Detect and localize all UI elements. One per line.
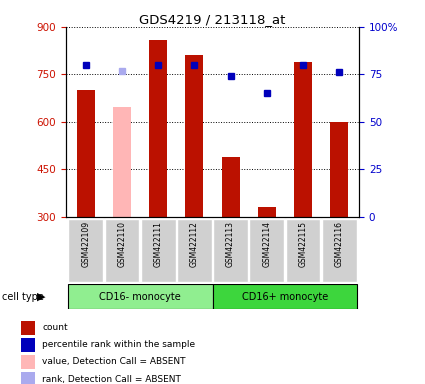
Bar (185, 55, 204, 217)
Text: percentile rank within the sample: percentile rank within the sample (42, 341, 196, 349)
Text: ▶: ▶ (37, 291, 46, 302)
FancyBboxPatch shape (286, 219, 320, 282)
FancyBboxPatch shape (68, 284, 212, 309)
FancyBboxPatch shape (249, 219, 284, 282)
Text: cell type: cell type (2, 291, 44, 302)
Text: GSM422114: GSM422114 (262, 221, 271, 267)
FancyBboxPatch shape (322, 219, 357, 282)
Bar (77, 90, 95, 217)
Bar (330, 122, 348, 217)
Bar (221, 157, 240, 217)
Text: GSM422111: GSM422111 (154, 221, 163, 266)
Text: GSM422116: GSM422116 (335, 221, 344, 267)
Bar (258, 207, 276, 217)
Bar (294, 62, 312, 217)
Text: GSM422109: GSM422109 (81, 221, 90, 267)
Bar (21, 338, 34, 352)
Text: CD16- monocyte: CD16- monocyte (99, 291, 181, 302)
Text: GSM422112: GSM422112 (190, 221, 199, 266)
Bar (149, 40, 167, 217)
Text: GSM422113: GSM422113 (226, 221, 235, 267)
Text: rank, Detection Call = ABSENT: rank, Detection Call = ABSENT (42, 374, 181, 384)
Bar (113, 107, 131, 217)
Bar (21, 321, 34, 335)
Text: GSM422110: GSM422110 (117, 221, 127, 267)
Text: GSM422115: GSM422115 (298, 221, 308, 267)
FancyBboxPatch shape (212, 284, 357, 309)
Text: count: count (42, 323, 68, 333)
FancyBboxPatch shape (141, 219, 176, 282)
FancyBboxPatch shape (105, 219, 139, 282)
FancyBboxPatch shape (68, 219, 103, 282)
FancyBboxPatch shape (177, 219, 212, 282)
Bar (21, 355, 34, 369)
Bar (21, 372, 34, 384)
Text: GDS4219 / 213118_at: GDS4219 / 213118_at (139, 13, 286, 26)
FancyBboxPatch shape (213, 219, 248, 282)
Text: value, Detection Call = ABSENT: value, Detection Call = ABSENT (42, 358, 186, 366)
Text: CD16+ monocyte: CD16+ monocyte (242, 291, 328, 302)
